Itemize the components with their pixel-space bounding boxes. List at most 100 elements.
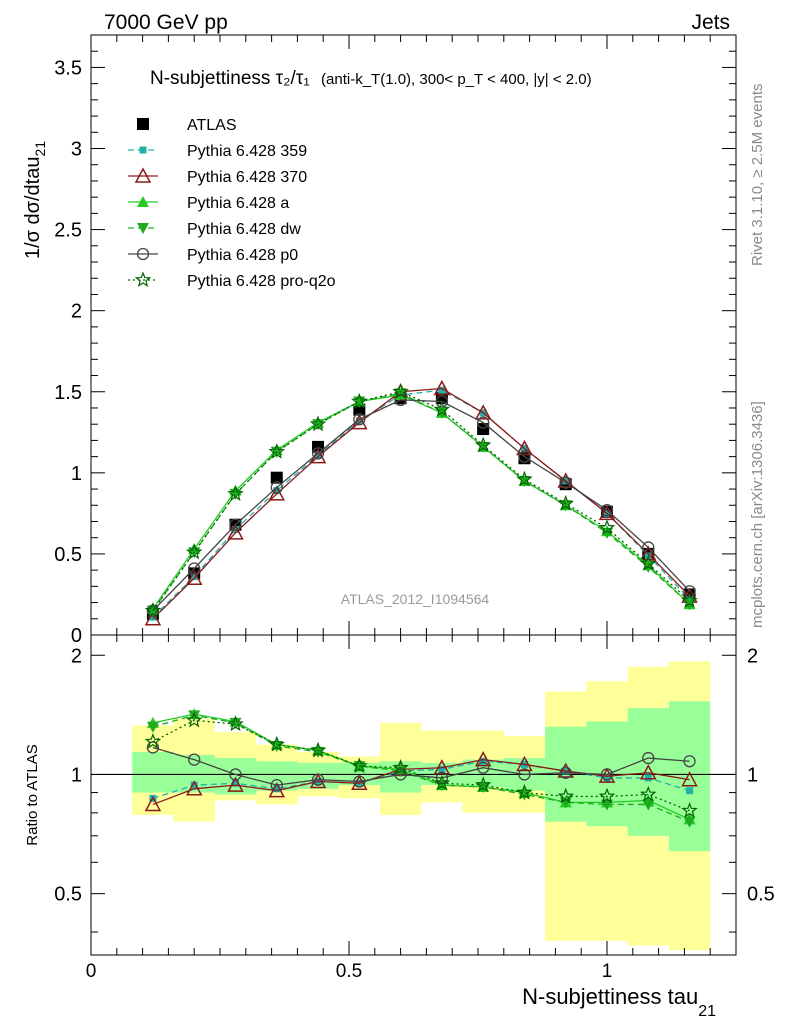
ratio-point bbox=[392, 759, 409, 775]
data-point bbox=[268, 485, 286, 501]
series-line bbox=[152, 387, 691, 620]
ratio-point bbox=[474, 776, 492, 793]
analysis-tag: ATLAS_2012_I1094564 bbox=[341, 591, 490, 607]
ratio-line bbox=[152, 714, 690, 823]
y-tick-label: 2.5 bbox=[54, 220, 82, 242]
ratio-point bbox=[681, 771, 698, 787]
y-tick-label: 1.5 bbox=[54, 382, 82, 404]
data-point bbox=[309, 415, 327, 432]
series-line bbox=[152, 399, 691, 612]
data-point bbox=[311, 447, 325, 460]
y-tick-label: 1 bbox=[71, 463, 82, 485]
data-point bbox=[188, 562, 201, 575]
ratio-point bbox=[438, 765, 446, 773]
series-pythia-6-428-dw bbox=[146, 388, 696, 617]
ratio-point bbox=[311, 773, 325, 786]
ratio-point bbox=[268, 782, 286, 798]
ratio-band-inner bbox=[627, 708, 669, 836]
y-axis-label-main: 1/σ dσ/dtau bbox=[22, 157, 44, 260]
ratio-band-inner bbox=[214, 758, 257, 795]
ratio-point bbox=[190, 781, 198, 789]
ratio-point bbox=[603, 774, 611, 782]
data-point bbox=[433, 379, 451, 396]
ratio-point bbox=[600, 768, 614, 781]
data-point bbox=[268, 443, 285, 459]
ratio-point bbox=[185, 711, 203, 728]
ratio-point bbox=[144, 795, 162, 812]
y-tick-label: 3.5 bbox=[54, 57, 82, 79]
legend-entry: Pythia 6.428 359 bbox=[128, 143, 307, 160]
data-point bbox=[640, 554, 657, 571]
data-point bbox=[518, 475, 531, 487]
ratio-point bbox=[640, 764, 657, 780]
series-pythia-6-428-pro-q2o bbox=[144, 383, 698, 618]
data-point bbox=[270, 481, 283, 494]
chart-layer: 0 0.5 1 0 0.5 1 1.5 2 2.5 3 3.5 0.5 0.5 1 1 2 2 ATLAS Pyth… bbox=[54, 34, 775, 982]
x-tick-label: 0 bbox=[86, 961, 97, 982]
ratio-point bbox=[516, 755, 533, 772]
legend-marker bbox=[134, 271, 152, 288]
data-point bbox=[477, 441, 490, 453]
ratio-panel-frame bbox=[90, 634, 737, 956]
plot-title-main: N-subjettiness τ₂/τ₁ bbox=[150, 68, 310, 89]
ratio-band-inner bbox=[132, 751, 174, 793]
series-line bbox=[152, 389, 691, 618]
ratio-y-tick-label: 2 bbox=[71, 645, 82, 667]
data-point bbox=[642, 541, 655, 554]
ratio-y-tick-label-right: 2 bbox=[747, 645, 758, 667]
legend-marker bbox=[134, 167, 152, 183]
x-axis-label: N-subjettiness tau21 bbox=[522, 984, 716, 1020]
y-axis-label: 1/σ dσ/dtau21 bbox=[22, 141, 48, 259]
ratio-line bbox=[152, 719, 690, 812]
ratio-point bbox=[644, 774, 652, 782]
ratio-point bbox=[273, 785, 281, 793]
series-line bbox=[152, 394, 691, 610]
data-point bbox=[149, 613, 157, 621]
energy-label: 7000 GeV pp bbox=[104, 11, 228, 34]
ratio-point bbox=[309, 772, 327, 789]
ratio-y-tick-label: 0.5 bbox=[54, 884, 82, 906]
ratio-point bbox=[559, 766, 572, 779]
legend-entry: Pythia 6.428 pro-q2o bbox=[128, 271, 336, 290]
ratio-point bbox=[479, 757, 487, 765]
ratio-point bbox=[351, 774, 368, 791]
data-point bbox=[144, 610, 162, 626]
ratio-point bbox=[433, 774, 451, 791]
data-point bbox=[683, 585, 696, 598]
ratio-y-axis-label: Ratio to ATLAS bbox=[24, 744, 41, 845]
ratio-point bbox=[686, 787, 694, 795]
data-point bbox=[477, 416, 490, 429]
data-point bbox=[477, 423, 490, 436]
ratio-point bbox=[351, 757, 368, 774]
ratio-point bbox=[518, 768, 531, 781]
series-line bbox=[152, 392, 690, 612]
plot-title-sub: (anti-k_T(1.0), 300< p_T < 400, |y| < 2.… bbox=[321, 71, 592, 88]
data-point bbox=[185, 543, 203, 560]
data-point bbox=[273, 487, 281, 495]
series-atlas bbox=[146, 392, 696, 620]
legend-entry: Pythia 6.428 370 bbox=[128, 167, 307, 186]
y-tick-label: 2 bbox=[71, 301, 82, 323]
legend-entry: Pythia 6.428 a bbox=[128, 195, 289, 212]
ratio-point bbox=[188, 710, 201, 722]
ratio-y-tick-label-right: 1 bbox=[747, 764, 758, 786]
y-tick-label: 3 bbox=[71, 139, 82, 161]
ratio-point bbox=[227, 715, 244, 732]
ratio-point bbox=[642, 799, 655, 811]
y-tick-label: 0.5 bbox=[54, 544, 82, 566]
x-tick-label: 0.5 bbox=[336, 961, 362, 982]
ratio-point bbox=[312, 746, 325, 758]
data-point bbox=[229, 518, 242, 531]
ratio-y-tick-label: 1 bbox=[71, 764, 82, 786]
data-point bbox=[144, 602, 162, 618]
ratio-point bbox=[598, 767, 616, 783]
ratio-point bbox=[146, 721, 159, 733]
legend-label: Pythia 6.428 370 bbox=[187, 169, 307, 186]
ratio-point bbox=[270, 778, 283, 792]
ratio-point bbox=[231, 779, 239, 787]
data-point bbox=[227, 485, 244, 501]
ratio-line bbox=[152, 713, 690, 820]
series-pythia-6-428-p0 bbox=[146, 393, 696, 617]
ratio-point bbox=[268, 735, 285, 752]
